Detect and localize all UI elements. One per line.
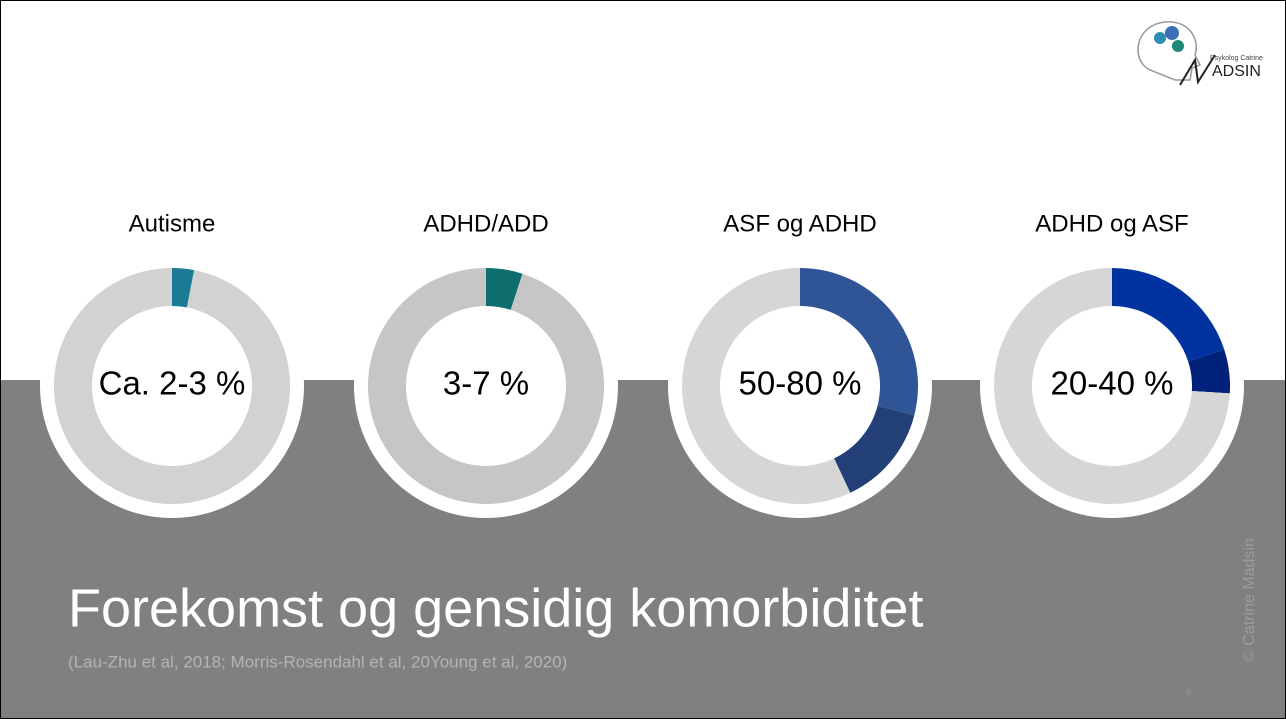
citation: (Lau-Zhu et al, 2018; Morris-Rosendahl e…: [68, 652, 567, 671]
donut-title: ADHD og ASF: [1035, 210, 1188, 237]
logo-dot: [1165, 26, 1179, 40]
page-number: 6: [1186, 688, 1192, 699]
donut-segment: [800, 268, 918, 416]
logo: Psykolog Catrine ADSIN: [1137, 21, 1263, 86]
donut-segment: [682, 268, 851, 504]
logo-m: [1179, 54, 1216, 86]
copyright: © Catrine Madsin: [1241, 538, 1258, 662]
donut-title: ASF og ADHD: [723, 210, 876, 237]
slide-title: Forekomst og gensidig komorbiditet: [68, 578, 923, 638]
donut-label: 3-7 %: [443, 365, 529, 402]
logo-name: ADSIN: [1212, 63, 1261, 80]
donut-segment: [172, 268, 195, 308]
donut-segment: [486, 268, 523, 310]
donut-segment: [53, 268, 290, 504]
donut-segment: [1188, 349, 1230, 394]
logo-dot: [1172, 40, 1184, 52]
logo-dot: [1154, 32, 1166, 44]
logo-head: [1137, 21, 1202, 81]
donut-segment: [994, 268, 1230, 505]
donut-title: ADHD/ADD: [423, 210, 548, 237]
donut-label: 50-80 %: [739, 365, 862, 402]
logo-tagline: Psykolog Catrine: [1210, 55, 1263, 62]
donut-title: Autisme: [129, 210, 216, 237]
donut-segment: [367, 268, 604, 504]
donut-segment: [834, 405, 915, 493]
donut-segment: [1112, 268, 1225, 362]
donut-label: Ca. 2-3 %: [99, 365, 246, 402]
donut-label: 20-40 %: [1051, 365, 1174, 402]
